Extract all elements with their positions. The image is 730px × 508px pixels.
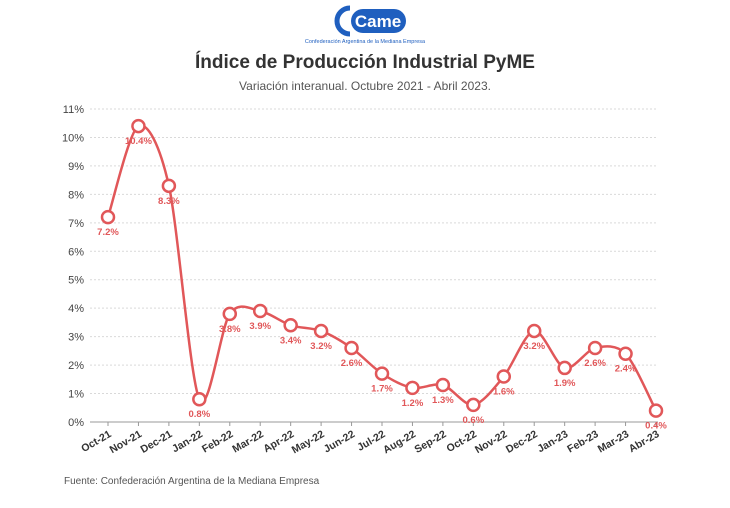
data-label: 1.9% [554,378,576,389]
data-point [435,377,451,393]
data-point [283,318,298,333]
data-point [131,118,146,134]
x-tick-label: Mar-22 [230,428,265,455]
came-logo-mark: Came [334,5,406,37]
x-tick-label: Apr-22 [261,428,296,455]
data-label: 10.4% [125,136,152,147]
came-logo: Came Confederación Argentina de la Media… [0,0,730,46]
y-tick-label: 6% [68,246,84,258]
grid-lines [90,108,658,423]
x-tick-label: Abr-23 [627,428,662,455]
x-tick-label: Mar-23 [596,428,631,455]
data-label: 3.4% [280,335,302,346]
data-labels: 7.2% 10.4% 8.3% 0.8% 3.8% 3.9% 3.4% 3.2% 2.6% 1.7… [97,136,667,432]
y-tick-label: 5% [68,275,84,287]
data-point [496,369,512,384]
x-tick-label: Jan-23 [535,428,570,455]
data-label: 2.6% [341,358,363,369]
y-tick-label: 9% [68,161,84,173]
data-label: 1.7% [371,384,393,395]
x-tick-label: Nov-21 [108,428,144,456]
source-note: Fuente: Confederación Argentina de la Me… [64,476,320,487]
y-tick-label: 1% [68,389,84,401]
data-label: 0.6% [463,415,485,426]
data-point [252,303,268,319]
chart-title: Índice de Producción Industrial PyME [195,52,535,73]
data-point [587,340,603,356]
data-point [344,340,359,356]
data-label: 1.2% [402,398,424,409]
data-label: 1.3% [432,395,454,406]
x-tick-label: Jun-22 [322,428,357,455]
data-label: 1.6% [493,386,515,397]
x-tick-label: Jan-22 [170,428,205,455]
logo-text: Came [355,12,401,31]
data-point [526,323,542,339]
x-tick-label: Nov-22 [473,428,509,456]
y-tick-label: 11% [63,104,84,116]
x-tick-label: Aug-22 [381,428,418,456]
data-label: 3.2% [523,341,545,352]
data-label: 3.2% [310,341,332,352]
y-tick-label: 3% [68,332,84,344]
x-tick-label: May-22 [290,428,327,456]
y-axis-ticks: 0% 1% 2% 3% 4% 5% 6% 7% 8% 9% 10% 11% [62,104,84,429]
y-tick-label: 7% [68,218,84,230]
data-point [313,323,329,339]
data-label: 2.6% [584,358,606,369]
data-point [466,397,481,413]
data-label: 0.4% [645,421,667,432]
data-point [222,306,238,322]
data-label: 7.2% [97,227,119,238]
y-tick-label: 2% [68,360,84,372]
data-point [618,346,633,361]
y-tick-label: 4% [68,303,84,315]
y-tick-label: 8% [68,189,84,201]
x-tick-label: Oct-21 [79,428,113,455]
data-label: 0.8% [189,409,211,420]
data-point [100,209,116,225]
data-point [161,178,177,194]
chart-subtitle: Variación interanual. Octubre 2021 - Abr… [239,79,491,93]
data-point [557,360,572,376]
data-point [648,403,664,418]
data-point [374,366,390,381]
x-tick-label: Dec-22 [504,428,540,456]
x-tick-label: Sep-22 [413,428,449,456]
x-tick-label: Feb-23 [565,428,600,455]
x-tick-label: Oct-22 [445,428,479,455]
y-tick-label: 10% [62,132,84,144]
data-label: 8.3% [158,196,180,207]
data-label: 2.4% [615,364,637,375]
data-point [405,380,420,396]
y-tick-label: 0% [68,417,84,429]
data-points [100,118,664,418]
data-label: 3.9% [249,321,271,332]
x-tick-label: Dec-21 [139,428,175,456]
logo-tagline: Confederación Argentina de la Mediana Em… [305,39,426,45]
data-point [192,391,207,407]
x-tick-label: Feb-22 [200,428,235,455]
data-label: 3.8% [219,324,241,335]
x-axis-ticks: Oct-21Nov-21Dec-21Jan-22Feb-22Mar-22Apr-… [79,422,662,456]
